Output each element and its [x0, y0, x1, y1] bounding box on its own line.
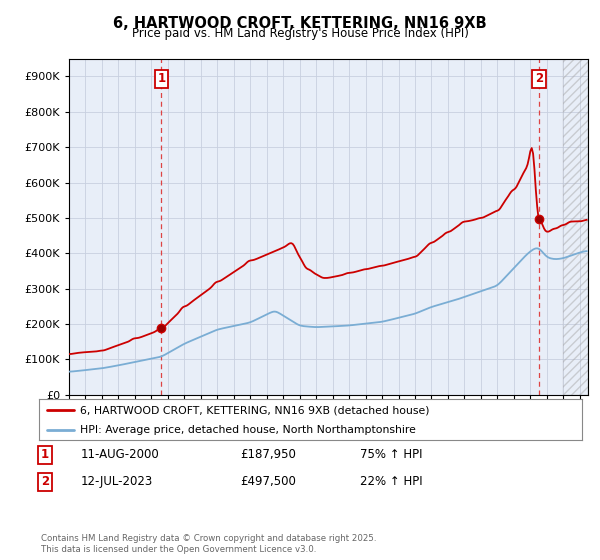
Text: 6, HARTWOOD CROFT, KETTERING, NN16 9XB: 6, HARTWOOD CROFT, KETTERING, NN16 9XB [113, 16, 487, 31]
Text: 1: 1 [157, 72, 166, 85]
Text: Contains HM Land Registry data © Crown copyright and database right 2025.
This d: Contains HM Land Registry data © Crown c… [41, 534, 376, 554]
Text: 6, HARTWOOD CROFT, KETTERING, NN16 9XB (detached house): 6, HARTWOOD CROFT, KETTERING, NN16 9XB (… [80, 405, 429, 415]
Text: £497,500: £497,500 [240, 475, 296, 488]
Text: 2: 2 [535, 72, 543, 85]
Text: 1: 1 [41, 448, 49, 461]
Text: £187,950: £187,950 [240, 448, 296, 461]
Text: HPI: Average price, detached house, North Northamptonshire: HPI: Average price, detached house, Nort… [80, 425, 416, 435]
Text: 11-AUG-2000: 11-AUG-2000 [81, 448, 160, 461]
Text: 22% ↑ HPI: 22% ↑ HPI [360, 475, 422, 488]
Text: Price paid vs. HM Land Registry's House Price Index (HPI): Price paid vs. HM Land Registry's House … [131, 27, 469, 40]
Text: 75% ↑ HPI: 75% ↑ HPI [360, 448, 422, 461]
Text: 2: 2 [41, 475, 49, 488]
Text: 12-JUL-2023: 12-JUL-2023 [81, 475, 153, 488]
